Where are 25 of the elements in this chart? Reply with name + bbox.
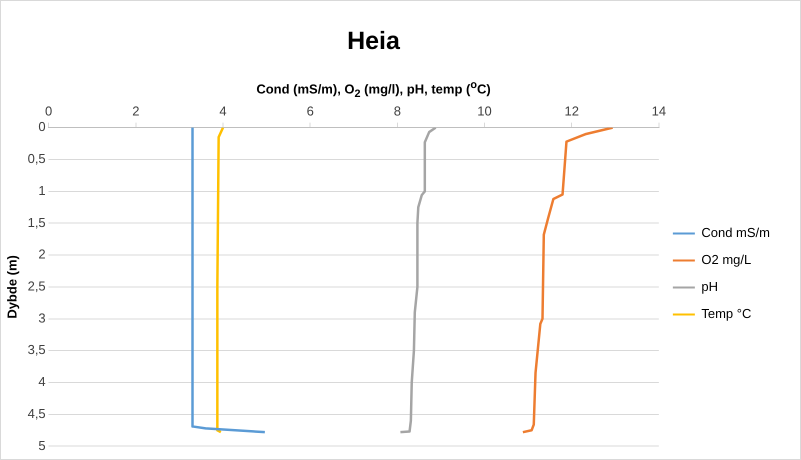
y-tick-label: 1 [38, 182, 46, 198]
x-tick-label: 8 [394, 103, 401, 118]
legend-label: O2 mg/L [701, 252, 752, 268]
legend-label: Cond mS/m [701, 225, 770, 240]
x-axis-title: Cond (mS/m), O$_{2}$ (mg/l), pH, temp ($^{o}$C) [255, 79, 492, 100]
y-tick-label: 4,5 [28, 406, 46, 421]
y-tick-label: 1,5 [28, 214, 46, 230]
y-tick-label: 2,5 [28, 278, 46, 294]
legend-label: pH [701, 279, 718, 294]
y-tick-label: 0,5 [28, 151, 46, 166]
chart-title: Heia [346, 27, 401, 56]
y-tick-label: 2 [38, 246, 46, 262]
x-tick-label: 12 [564, 103, 579, 118]
x-tick-label: 4 [219, 103, 227, 118]
y-tick-label: 0 [38, 119, 46, 134]
x-tick-label: 14 [652, 103, 666, 118]
y-tick-label: 3,5 [28, 342, 46, 358]
x-tick-label: 10 [477, 103, 492, 118]
x-tick-label: 2 [132, 103, 140, 118]
y-tick-label: 4 [38, 374, 46, 390]
legend-label: Temp °C [701, 306, 752, 322]
y-axis-title: Dybde (m) [4, 255, 20, 319]
y-tick-label: 3 [38, 310, 46, 326]
y-tick-label: 5 [38, 438, 46, 453]
x-tick-label: 6 [306, 103, 314, 118]
